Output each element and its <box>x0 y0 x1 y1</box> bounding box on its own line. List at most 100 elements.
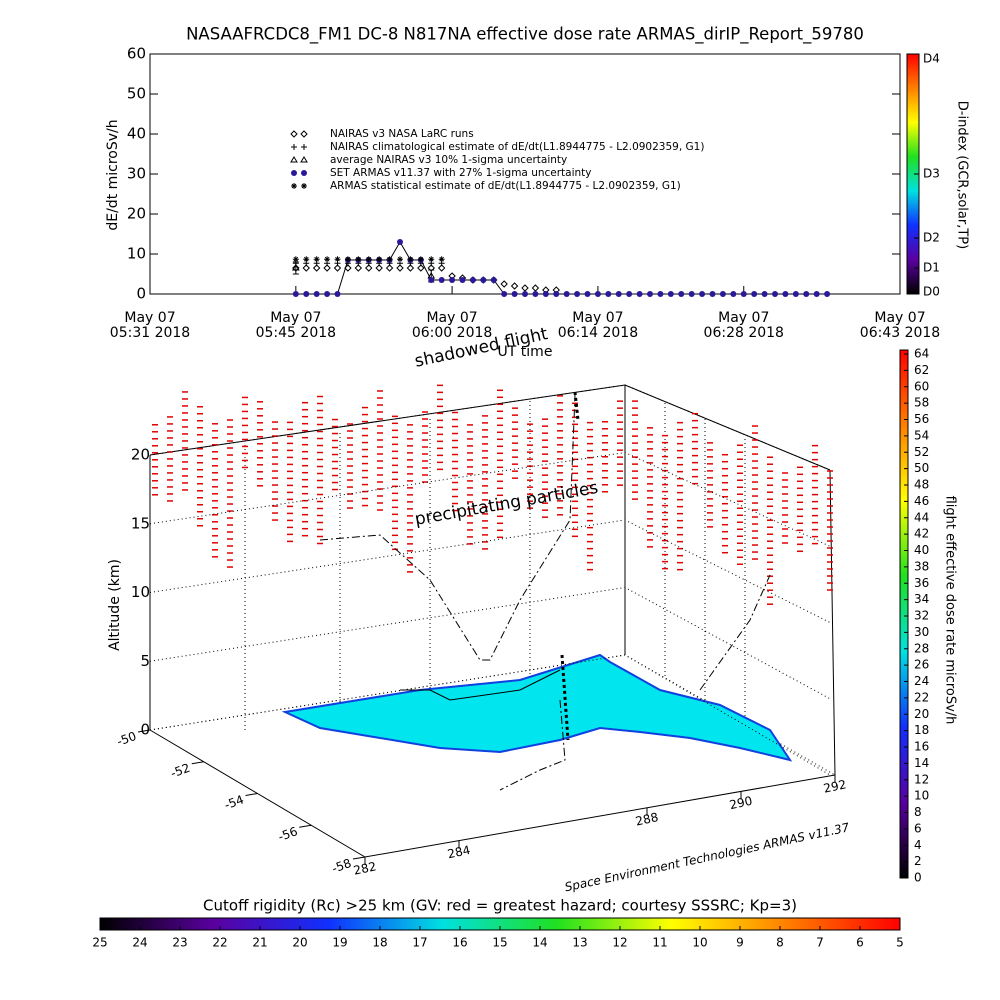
y-tick-label: -50 <box>115 729 138 749</box>
chart-title: NASAAFRCDC8_FM1 DC-8 N817NA effective do… <box>186 25 864 45</box>
colorbar-tick-label: 18 <box>914 723 929 737</box>
annotation: precipitating particles <box>413 478 600 530</box>
legend-label: ARMAS statistical estimate of dE/dt(L1.8… <box>330 180 681 192</box>
marker <box>291 264 300 271</box>
marker <box>553 291 560 297</box>
marker <box>334 256 341 263</box>
x-tick-label: May 07 <box>718 310 769 326</box>
marker <box>313 291 320 297</box>
y-tick-label: 10 <box>127 245 146 263</box>
colorbar-tick-label: 8 <box>776 936 784 950</box>
x-tick-label: 06:28 2018 <box>704 325 784 341</box>
colorbar-tick-label: 38 <box>914 559 929 573</box>
colorbar-tick-label: 19 <box>332 936 347 950</box>
legend-marker <box>290 130 298 138</box>
colorbar-tick-label: 25 <box>92 936 107 950</box>
marker <box>490 277 497 283</box>
colorbar-title: Cutoff rigidity (Rc) >25 km (GV: red = g… <box>203 897 797 915</box>
marker <box>312 264 321 272</box>
x-tick-label: 282 <box>352 859 377 877</box>
y-tick <box>352 856 366 860</box>
colorbar-tick-label: 44 <box>914 510 929 524</box>
colorbar-label: flight effective dose rate microSv/h <box>943 496 958 725</box>
x-tick-label: May 07 <box>426 310 477 326</box>
marker <box>386 256 393 263</box>
grid-line <box>149 519 831 623</box>
rigidity-markers <box>152 384 833 605</box>
colorbar-tick-label: 36 <box>914 576 929 590</box>
colorbar-tick-label: 16 <box>914 740 929 754</box>
legend-marker <box>291 183 297 189</box>
colorbar-tick-label: 26 <box>914 658 929 672</box>
x-tick-label: 05:31 2018 <box>110 325 190 341</box>
marker <box>437 264 446 272</box>
x-tick-label: 05:45 2018 <box>256 325 336 341</box>
marker <box>563 291 570 297</box>
colorbar-tick-label: 14 <box>914 756 929 770</box>
marker <box>397 239 403 245</box>
marker <box>521 284 529 292</box>
z-tick-label: 10 <box>131 583 150 601</box>
colorbar-tick-label: 48 <box>914 478 929 492</box>
marker <box>480 277 487 283</box>
x-tick-label: 284 <box>446 843 471 861</box>
colorbar-tick-label: 20 <box>914 707 929 721</box>
colorbar-tick-label: 8 <box>914 805 922 819</box>
marker <box>667 291 674 297</box>
marker <box>699 291 706 297</box>
x-tick-label: 06:00 2018 <box>412 325 492 341</box>
map-land <box>281 653 793 762</box>
z-tick-label: 0 <box>140 721 150 739</box>
marker <box>761 291 768 297</box>
colorbar-tick-label: 32 <box>914 609 929 623</box>
marker <box>531 284 540 292</box>
colorbar-tick-label: 0 <box>914 871 922 885</box>
y-tick <box>299 824 312 828</box>
marker <box>511 291 518 297</box>
x-tick-label: 290 <box>728 794 753 812</box>
marker <box>406 264 415 272</box>
marker <box>532 291 539 297</box>
marker <box>803 291 810 297</box>
colorbar-tick-label: 56 <box>914 412 929 426</box>
marker <box>615 291 622 297</box>
marker <box>605 291 612 297</box>
colorbar <box>899 349 909 879</box>
marker <box>626 291 633 297</box>
series-line <box>295 241 828 295</box>
marker <box>824 291 831 297</box>
marker <box>636 291 643 297</box>
colorbar-tick-label: 6 <box>856 936 864 950</box>
marker <box>355 256 362 263</box>
credit: Space Environment Technologies ARMAS v11… <box>563 820 850 894</box>
marker <box>375 264 383 272</box>
marker <box>313 256 320 263</box>
grid-line <box>149 451 831 547</box>
y-tick-label: -56 <box>276 824 299 844</box>
colorbar-tick-label: 21 <box>252 936 267 950</box>
colorbar-tick-label: 24 <box>914 674 929 688</box>
colorbar-tick-label: 24 <box>132 936 147 950</box>
colorbar-tick-label: 23 <box>172 936 187 950</box>
marker <box>678 291 685 297</box>
y-tick-label: 30 <box>127 165 146 183</box>
box-edge <box>149 384 831 471</box>
marker <box>417 256 424 263</box>
map-border <box>400 669 561 701</box>
colorbar-tick-label: 62 <box>914 363 929 377</box>
colorbar-tick-label: 11 <box>652 936 667 950</box>
marker <box>302 264 310 272</box>
y-axis-label: dE/dt microSv/h <box>105 119 121 230</box>
colorbar-tick-label: 2 <box>914 854 922 868</box>
marker <box>438 277 445 283</box>
marker <box>500 280 508 288</box>
marker <box>792 291 799 297</box>
marker <box>438 256 445 263</box>
marker <box>324 256 331 263</box>
colorbar-tick-label: 46 <box>914 494 929 508</box>
marker <box>751 291 758 297</box>
colorbar-tick-label: 54 <box>914 428 929 442</box>
marker <box>542 291 549 297</box>
marker <box>584 291 591 297</box>
